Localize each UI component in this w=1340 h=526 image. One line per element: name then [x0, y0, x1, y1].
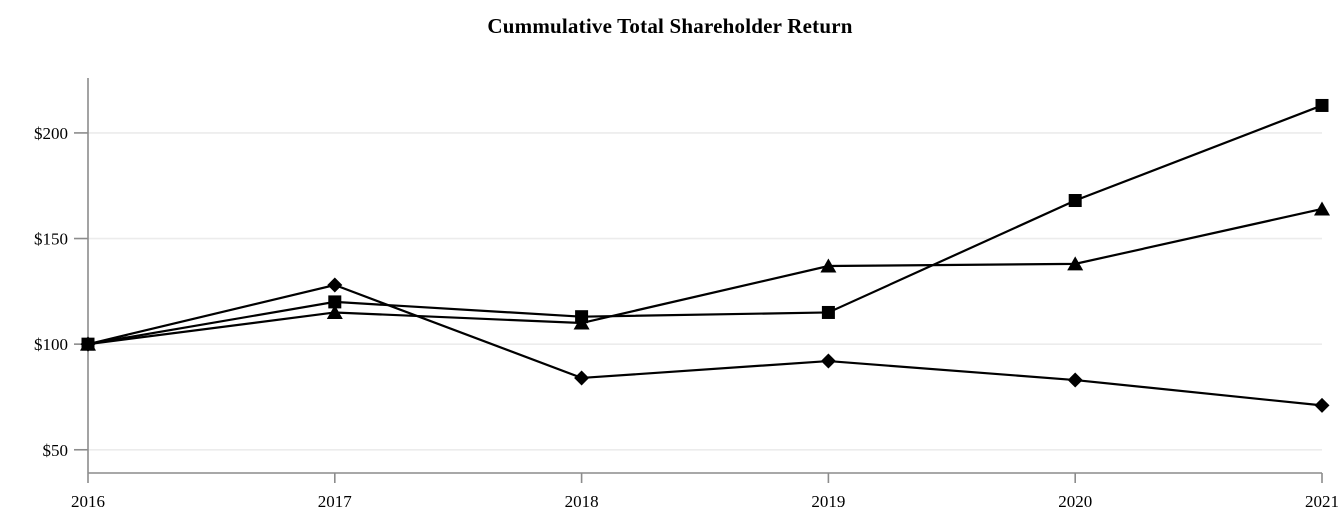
x-tick-label: 2017: [318, 492, 353, 511]
marker-diamond: [1314, 397, 1330, 413]
marker-square: [575, 310, 589, 324]
marker-triangle: [1067, 256, 1084, 271]
x-tick-label: 2019: [811, 492, 845, 511]
y-tick-label: $200: [34, 124, 68, 143]
marker-square: [1068, 194, 1082, 208]
y-tick-label: $100: [34, 335, 68, 354]
y-tick-label: $50: [43, 441, 69, 460]
marker-diamond: [574, 370, 590, 386]
marker-square: [1315, 98, 1329, 112]
y-tick-label: $150: [34, 230, 68, 249]
marker-square: [81, 337, 95, 351]
chart-title: Cummulative Total Shareholder Return: [487, 14, 853, 38]
marker-triangle: [820, 258, 837, 273]
series-line-triangle: [87, 207, 1323, 346]
marker-diamond: [820, 353, 836, 369]
x-tick-label: 2020: [1058, 492, 1092, 511]
series-line-diamond: [87, 283, 1323, 407]
series-line-square: [87, 104, 1323, 346]
marker-diamond: [1067, 372, 1083, 388]
marker-square: [328, 295, 342, 309]
x-tick-label: 2016: [71, 492, 105, 511]
marker-square: [821, 305, 835, 319]
x-tick-label: 2021: [1305, 492, 1339, 511]
marker-triangle: [326, 304, 343, 319]
x-tick-label: 2018: [565, 492, 599, 511]
marker-triangle: [1314, 201, 1330, 216]
marker-diamond: [327, 277, 343, 293]
